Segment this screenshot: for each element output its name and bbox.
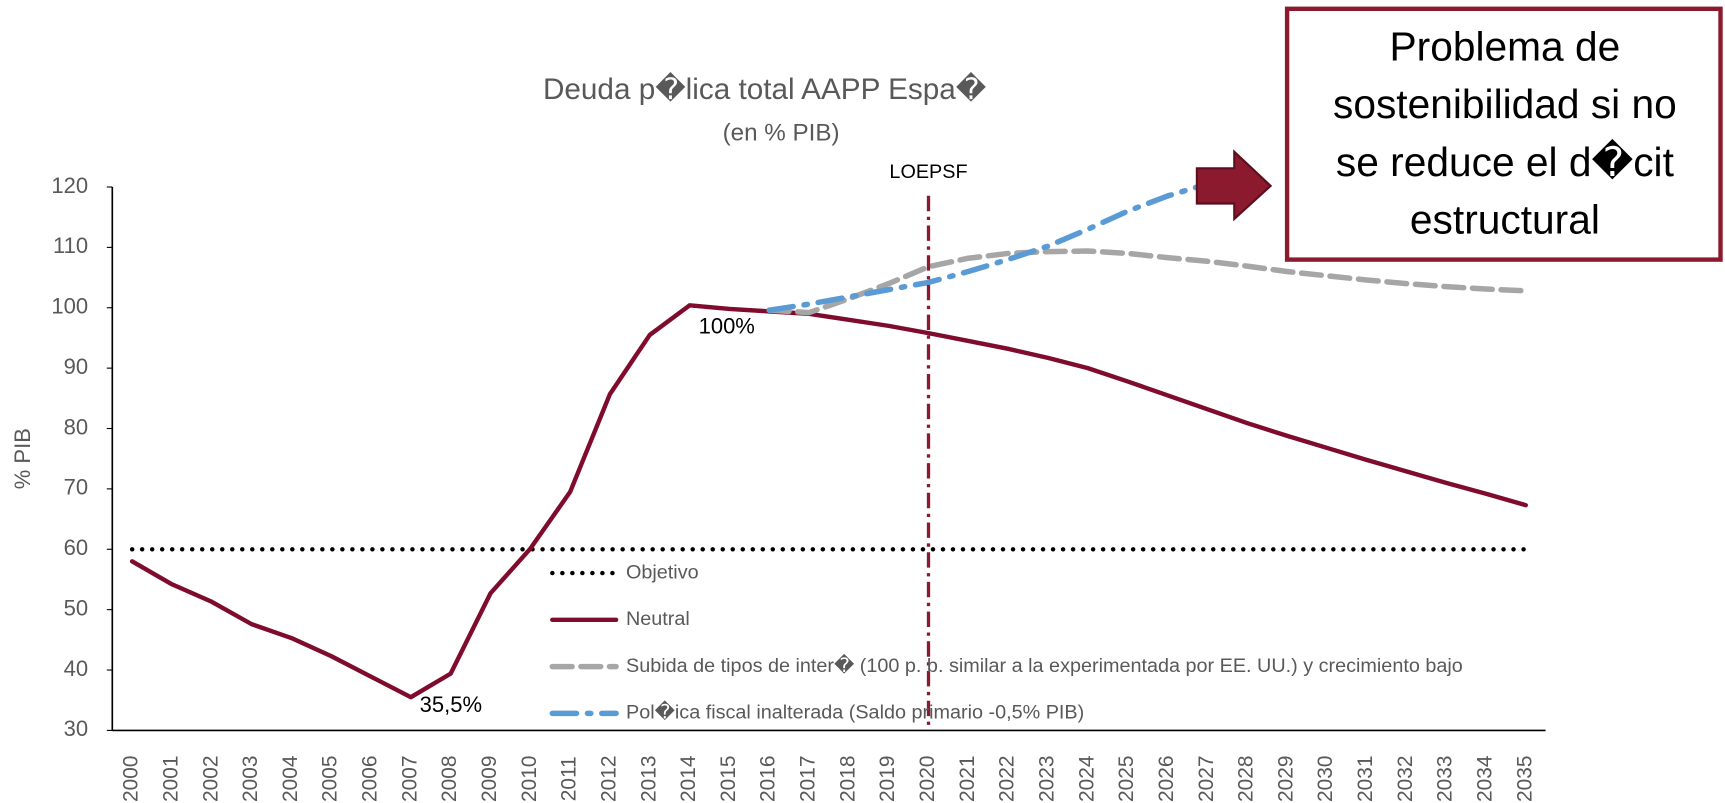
y-tick-label: 100: [51, 294, 88, 319]
y-tick-label: 40: [64, 656, 88, 681]
chart-title: Deuda p�lica total AAPP Espa�: [543, 71, 986, 106]
plot-area: [129, 181, 1529, 700]
x-tick-label: 2020: [916, 756, 939, 802]
callout-box: [1284, 6, 1723, 262]
y-tick-label: 90: [64, 354, 88, 379]
x-tick-label: 2012: [597, 756, 620, 802]
x-tick-label: 2017: [797, 756, 820, 802]
legend-label: Objetivo: [626, 561, 699, 583]
x-tick-label: 2019: [876, 756, 899, 802]
vline-label: LOEPSF: [889, 161, 967, 183]
y-tick-label: 80: [64, 414, 88, 439]
x-tick-label: 2032: [1394, 756, 1417, 802]
annotation: 35,5%: [420, 692, 482, 717]
x-tick-label: 2003: [239, 756, 262, 802]
x-tick-label: 2035: [1513, 756, 1536, 802]
x-tick-label: 2025: [1115, 756, 1138, 802]
y-axis-label: % PIB: [10, 428, 35, 489]
x-tick-label: 2024: [1075, 756, 1098, 802]
callout-text: se reduce el d�cit: [1336, 138, 1674, 185]
x-tick-label: 2029: [1274, 756, 1297, 802]
x-tick-label: 2000: [120, 756, 143, 802]
callout-text: estructural: [1410, 196, 1600, 242]
x-tick-label: 2034: [1473, 756, 1496, 802]
x-tick-label: 2022: [996, 756, 1019, 802]
x-tick-label: 2016: [757, 756, 780, 802]
x-tick-label: 2005: [319, 756, 342, 802]
callout-arrow: [1195, 149, 1273, 222]
x-tick-label: 2008: [438, 756, 461, 802]
x-tick-label: 2006: [359, 756, 382, 802]
series-line: [766, 181, 1210, 313]
series-line: [766, 248, 1529, 316]
chart-subtitle: (en % PIB): [723, 120, 840, 147]
x-tick-label: 2007: [398, 756, 421, 802]
x-tick-label: 2023: [1035, 756, 1058, 802]
x-tick-label: 2015: [717, 756, 740, 802]
x-tick-label: 2009: [478, 756, 501, 802]
legend-label: Pol�ica fiscal inalterada (Saldo primari…: [626, 700, 1084, 724]
x-tick-label: 2013: [637, 756, 660, 802]
y-tick-label: 110: [53, 233, 88, 258]
callout-text: sostenibilidad si no: [1333, 81, 1677, 127]
callout-text: Problema de: [1390, 23, 1621, 69]
x-tick-label: 2010: [518, 756, 541, 802]
x-tick-label: 2027: [1195, 756, 1218, 802]
legend-label: Neutral: [626, 608, 690, 630]
x-tick-label: 2001: [159, 756, 182, 802]
x-tick-label: 2004: [279, 756, 302, 802]
x-tick-label: 2021: [956, 756, 979, 802]
y-tick-label: 60: [64, 535, 88, 560]
y-tick-label: 70: [64, 475, 88, 500]
series-line: [129, 303, 1529, 700]
x-tick-label: 2002: [199, 756, 222, 802]
legend-label: Subida de tipos de inter� (100 p. b. sim…: [626, 653, 1463, 677]
x-tick-label: 2018: [836, 756, 859, 802]
y-tick-label: 50: [64, 595, 88, 620]
x-tick-label: 2030: [1314, 756, 1337, 802]
x-tick-label: 2026: [1155, 756, 1178, 802]
y-tick-label: 120: [51, 173, 88, 198]
y-tick-label: 30: [64, 716, 88, 741]
x-tick-label: 2014: [677, 756, 700, 802]
annotation: 100%: [699, 313, 755, 338]
x-tick-label: 2031: [1354, 756, 1377, 802]
x-tick-label: 2028: [1235, 756, 1258, 802]
x-tick-label: 2011: [558, 756, 581, 801]
x-tick-label: 2033: [1434, 756, 1457, 802]
